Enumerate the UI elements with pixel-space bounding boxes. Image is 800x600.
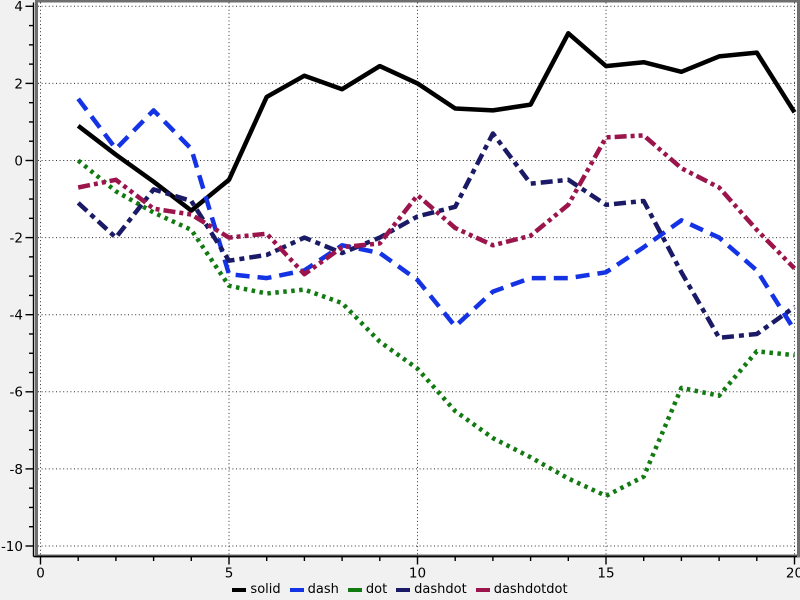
legend-label: dashdot [414,582,467,597]
legend-item-solid: solid [232,582,281,597]
legend-swatch-solid [232,587,247,592]
series-line-solid [76,31,797,213]
x-tick-label: 10 [409,566,426,582]
legend-item-dashdotdot: dashdotdot [475,582,568,597]
legend-label: solid [250,582,281,597]
legend-label: dot [365,582,388,597]
series-group [76,31,797,499]
series-line-dashdot [76,131,796,341]
y-tick-label: -4 [10,308,23,324]
series-line-dash [76,97,797,332]
y-tick-label: -10 [1,539,23,555]
series-line-dot [76,158,795,499]
legend-item-dashdot: dashdot [396,582,467,597]
chart-legend: solid dash dot dashdot dashdotdot [0,582,800,597]
legend-swatch-dashdot [396,587,411,592]
legend-item-dash: dash [289,582,339,597]
y-tick-label: -8 [10,462,23,478]
legend-item-dot: dot [347,582,388,597]
x-tick-label: 5 [225,566,234,582]
y-tick-label: 4 [14,0,23,15]
y-tick-label: 2 [14,76,23,92]
legend-label: dash [307,582,339,597]
legend-swatch-dash [289,587,304,592]
y-tick-label: -2 [10,230,23,246]
legend-swatch-dot [347,587,362,592]
y-tick-label: -6 [10,385,23,401]
x-tick-label: 0 [36,566,45,582]
legend-swatch-dashdotdot [475,587,490,592]
series-line-dashdotdot [77,133,797,277]
axes [25,2,797,565]
y-tick-label: 0 [14,153,23,169]
grid [38,2,797,555]
x-tick-label: 20 [786,566,800,582]
x-tick-label: 15 [597,566,614,582]
legend-label: dashdotdot [493,582,568,597]
